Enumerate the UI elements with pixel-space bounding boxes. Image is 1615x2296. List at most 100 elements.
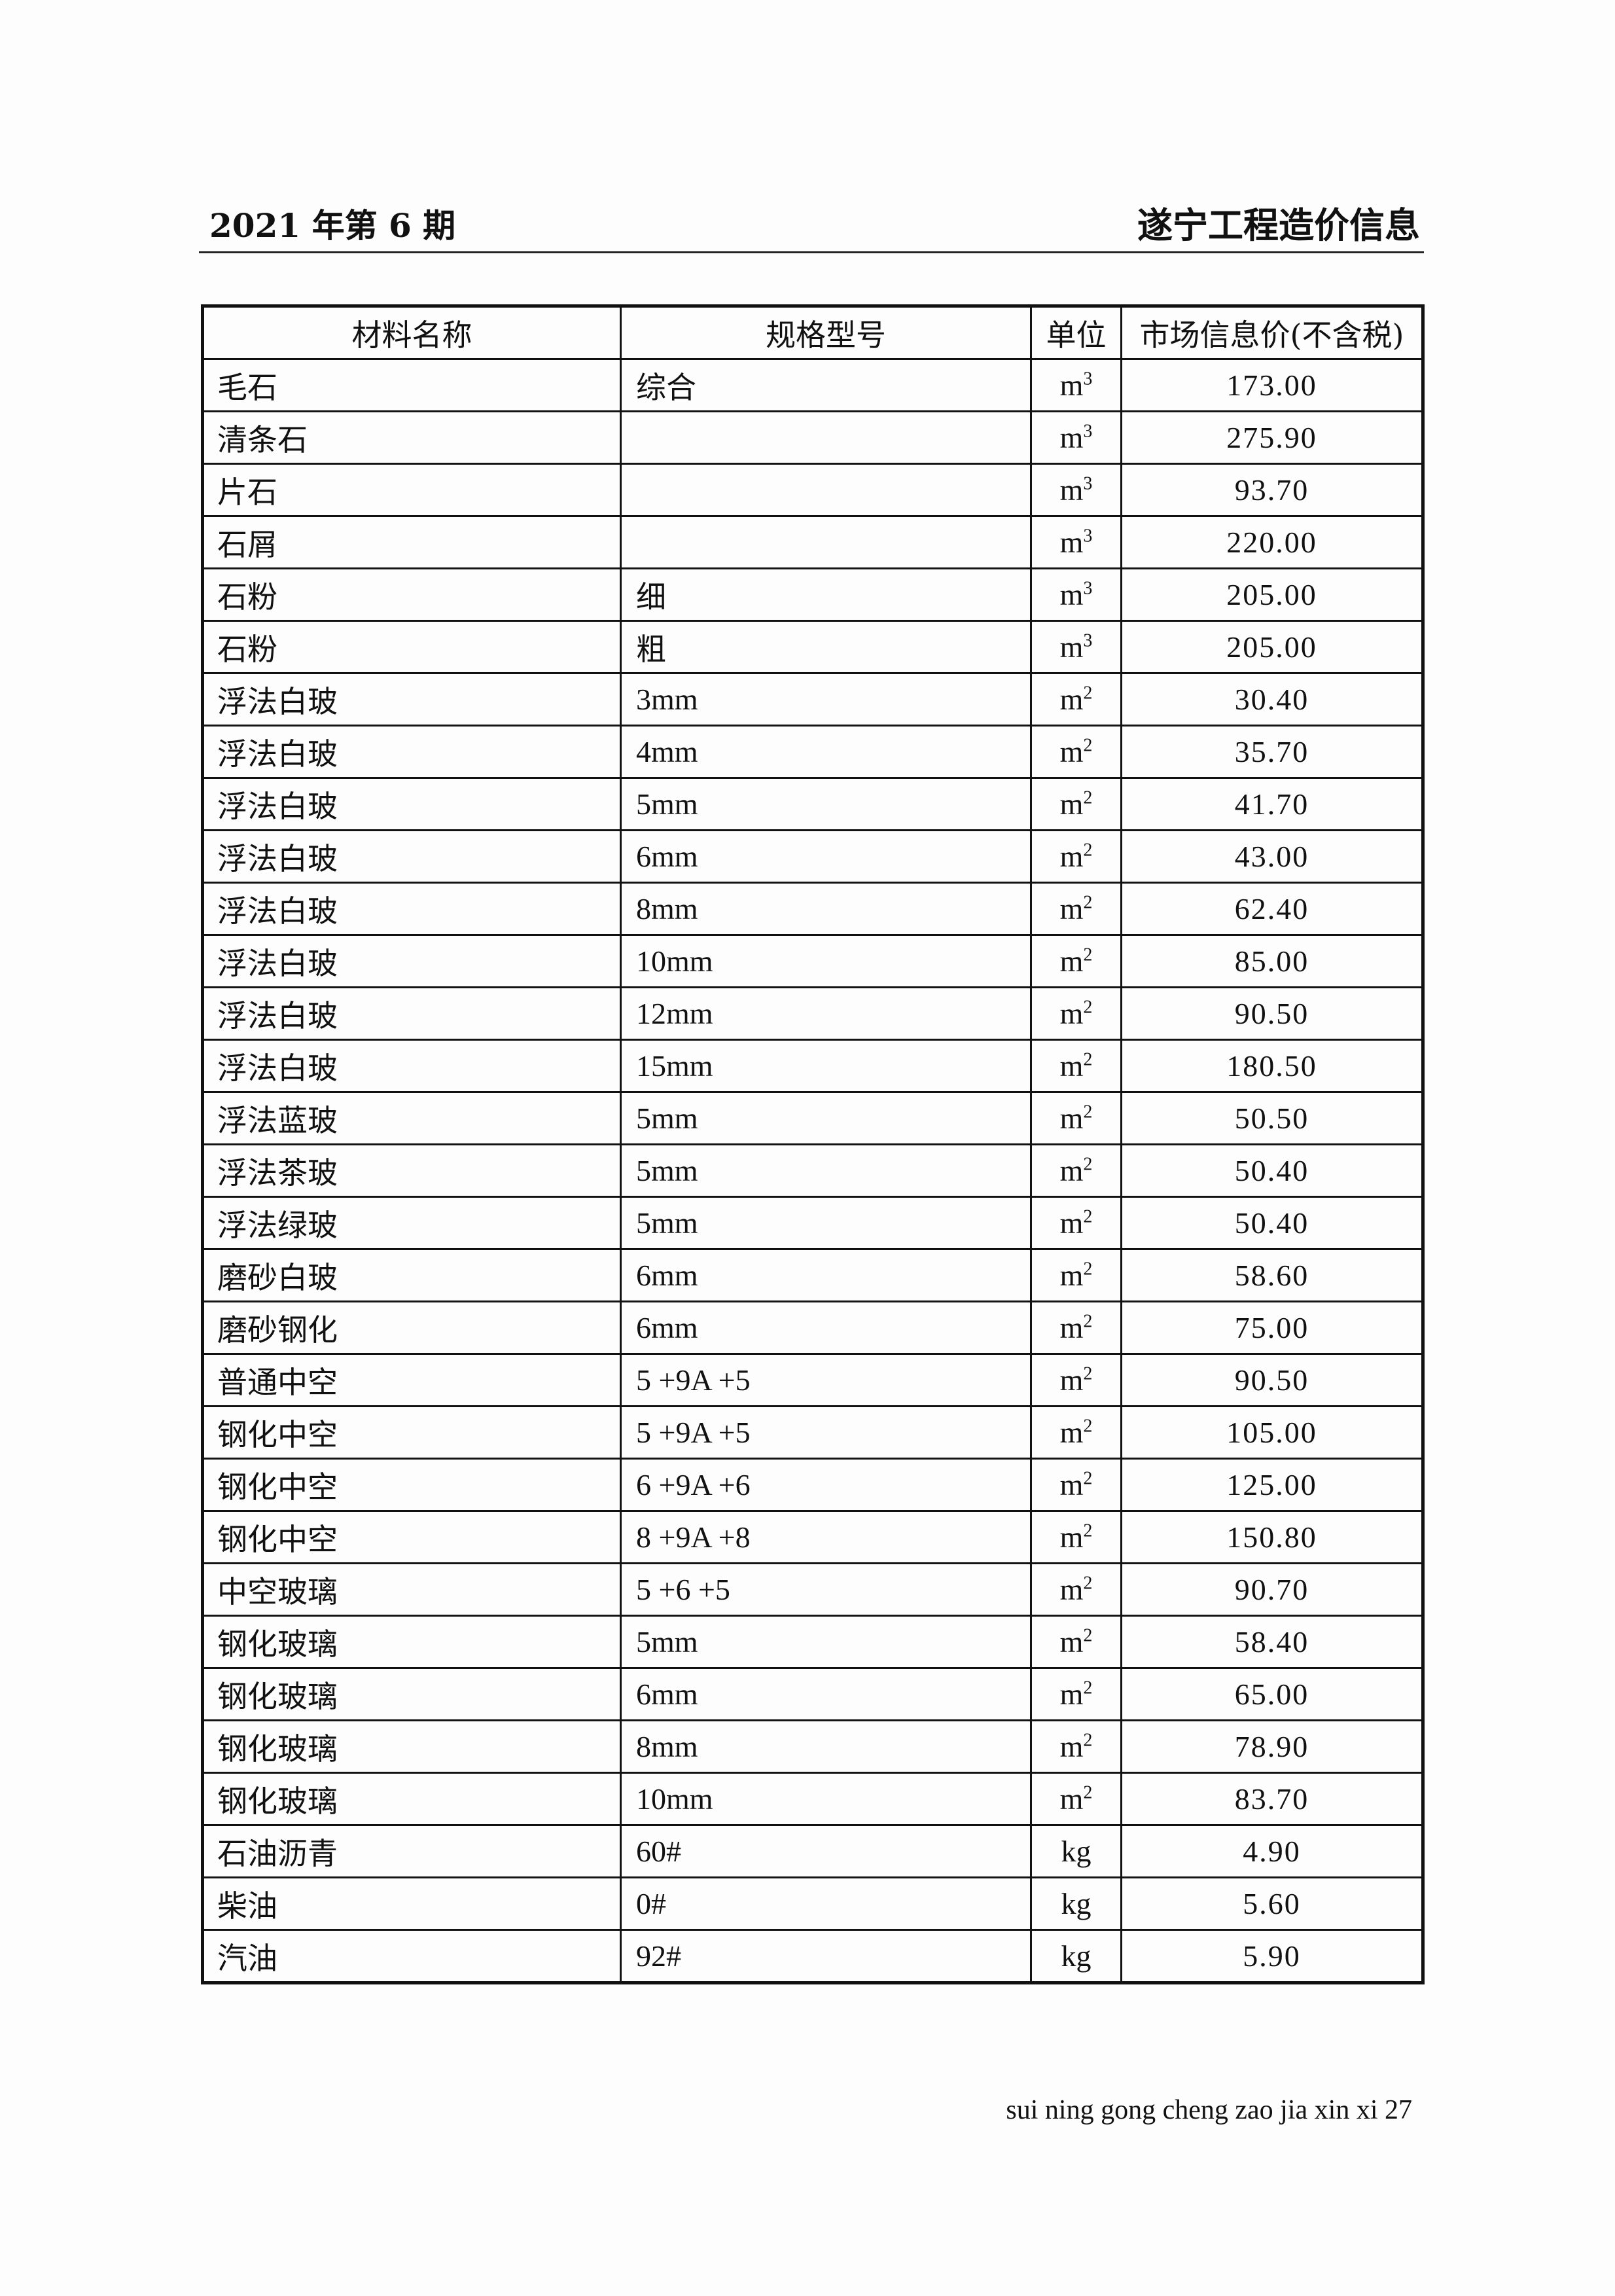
material-unit: m2 bbox=[1030, 1667, 1122, 1721]
material-spec: 5 +9A +5 bbox=[620, 1353, 1032, 1407]
unit-base: m bbox=[1059, 578, 1084, 611]
market-price: 5.90 bbox=[1120, 1929, 1424, 1984]
material-unit: m2 bbox=[1030, 1615, 1122, 1669]
table-row: 浮法白玻 8mm m2 62.40 bbox=[202, 882, 1424, 936]
material-name: 中空玻璃 bbox=[202, 1562, 622, 1617]
material-name: 钢化玻璃 bbox=[202, 1772, 622, 1826]
material-unit: kg bbox=[1030, 1876, 1122, 1931]
table-row: 石屑 m3 220.00 bbox=[202, 515, 1424, 569]
unit-exponent: 2 bbox=[1083, 1049, 1093, 1070]
market-price: 41.70 bbox=[1120, 777, 1424, 831]
unit-exponent: 2 bbox=[1083, 735, 1093, 756]
table-row: 钢化中空 5 +9A +5 m2 105.00 bbox=[202, 1405, 1424, 1460]
unit-base: m bbox=[1059, 944, 1084, 978]
material-name: 浮法绿玻 bbox=[202, 1196, 622, 1250]
market-price: 90.50 bbox=[1120, 1353, 1424, 1407]
unit-exponent: 2 bbox=[1083, 1782, 1093, 1803]
material-spec: 12mm bbox=[620, 986, 1032, 1041]
unit-base: m bbox=[1059, 368, 1084, 402]
unit-base: m bbox=[1059, 892, 1084, 925]
unit-base: kg bbox=[1061, 1939, 1091, 1973]
market-price: 83.70 bbox=[1120, 1772, 1424, 1826]
unit-exponent: 2 bbox=[1083, 1625, 1093, 1646]
material-spec: 10mm bbox=[620, 934, 1032, 988]
material-spec: 6mm bbox=[620, 829, 1032, 884]
unit-base: m bbox=[1059, 1468, 1084, 1501]
material-unit: m2 bbox=[1030, 1248, 1122, 1302]
unit-base: m bbox=[1059, 1677, 1084, 1711]
unit-base: m bbox=[1059, 1206, 1084, 1240]
market-price: 4.90 bbox=[1120, 1824, 1424, 1878]
market-price: 90.50 bbox=[1120, 986, 1424, 1041]
table-row: 钢化中空 8 +9A +8 m2 150.80 bbox=[202, 1510, 1424, 1564]
unit-exponent: 2 bbox=[1083, 1520, 1093, 1541]
market-price: 205.00 bbox=[1120, 620, 1424, 674]
material-spec: 8mm bbox=[620, 882, 1032, 936]
material-spec: 综合 bbox=[620, 358, 1032, 412]
unit-exponent: 2 bbox=[1083, 1730, 1093, 1751]
material-unit: m2 bbox=[1030, 1091, 1122, 1145]
unit-base: kg bbox=[1061, 1887, 1091, 1920]
market-price: 173.00 bbox=[1120, 358, 1424, 412]
table-row: 磨砂白玻 6mm m2 58.60 bbox=[202, 1248, 1424, 1302]
unit-base: m bbox=[1059, 735, 1084, 768]
unit-base: m bbox=[1059, 1573, 1084, 1606]
unit-exponent: 2 bbox=[1083, 1259, 1093, 1280]
table-row: 磨砂钢化 6mm m2 75.00 bbox=[202, 1300, 1424, 1355]
table-row: 钢化玻璃 10mm m2 83.70 bbox=[202, 1772, 1424, 1826]
unit-exponent: 2 bbox=[1083, 1206, 1093, 1227]
unit-base: m bbox=[1059, 1625, 1084, 1659]
material-spec bbox=[620, 410, 1032, 465]
market-price: 35.70 bbox=[1120, 725, 1424, 779]
market-price: 50.40 bbox=[1120, 1196, 1424, 1250]
market-price: 62.40 bbox=[1120, 882, 1424, 936]
material-unit: m3 bbox=[1030, 410, 1122, 465]
material-unit: m2 bbox=[1030, 986, 1122, 1041]
material-spec: 粗 bbox=[620, 620, 1032, 674]
unit-base: kg bbox=[1061, 1835, 1091, 1868]
table-row: 浮法白玻 3mm m2 30.40 bbox=[202, 672, 1424, 726]
material-unit: m2 bbox=[1030, 829, 1122, 884]
unit-exponent: 2 bbox=[1083, 1102, 1093, 1122]
market-price: 275.90 bbox=[1120, 410, 1424, 465]
material-unit: m2 bbox=[1030, 1353, 1122, 1407]
market-price: 85.00 bbox=[1120, 934, 1424, 988]
material-spec: 0# bbox=[620, 1876, 1032, 1931]
unit-exponent: 2 bbox=[1083, 1573, 1093, 1594]
unit-base: m bbox=[1059, 1520, 1084, 1554]
market-price: 58.60 bbox=[1120, 1248, 1424, 1302]
market-price: 65.00 bbox=[1120, 1667, 1424, 1721]
material-unit: m2 bbox=[1030, 1039, 1122, 1093]
col-header-price: 市场信息价(不含税) bbox=[1120, 305, 1424, 360]
table-header-row: 材料名称 规格型号 单位 市场信息价(不含税) bbox=[202, 305, 1424, 360]
page-footer: sui ning gong cheng zao jia xin xi 27 bbox=[1006, 2095, 1412, 2125]
material-spec: 15mm bbox=[620, 1039, 1032, 1093]
material-spec: 6mm bbox=[620, 1667, 1032, 1721]
material-unit: m2 bbox=[1030, 1562, 1122, 1617]
unit-base: m bbox=[1059, 1154, 1084, 1187]
material-name: 浮法白玻 bbox=[202, 1039, 622, 1093]
unit-base: m bbox=[1059, 421, 1084, 454]
material-spec: 5mm bbox=[620, 777, 1032, 831]
material-spec: 5mm bbox=[620, 1615, 1032, 1669]
unit-exponent: 2 bbox=[1083, 1677, 1093, 1698]
material-name: 钢化中空 bbox=[202, 1458, 622, 1512]
material-name: 清条石 bbox=[202, 410, 622, 465]
material-spec: 6 +9A +6 bbox=[620, 1458, 1032, 1512]
material-name: 磨砂钢化 bbox=[202, 1300, 622, 1355]
material-unit: m2 bbox=[1030, 1196, 1122, 1250]
material-name: 钢化玻璃 bbox=[202, 1719, 622, 1774]
material-unit: m2 bbox=[1030, 882, 1122, 936]
material-unit: m3 bbox=[1030, 358, 1122, 412]
table-row: 钢化玻璃 8mm m2 78.90 bbox=[202, 1719, 1424, 1774]
material-spec: 4mm bbox=[620, 725, 1032, 779]
unit-exponent: 3 bbox=[1083, 526, 1093, 547]
material-name: 石屑 bbox=[202, 515, 622, 569]
unit-base: m bbox=[1059, 1782, 1084, 1816]
material-name: 浮法蓝玻 bbox=[202, 1091, 622, 1145]
material-name: 磨砂白玻 bbox=[202, 1248, 622, 1302]
material-name: 浮法白玻 bbox=[202, 882, 622, 936]
unit-exponent: 2 bbox=[1083, 997, 1093, 1018]
material-spec: 5mm bbox=[620, 1091, 1032, 1145]
material-name: 钢化玻璃 bbox=[202, 1615, 622, 1669]
